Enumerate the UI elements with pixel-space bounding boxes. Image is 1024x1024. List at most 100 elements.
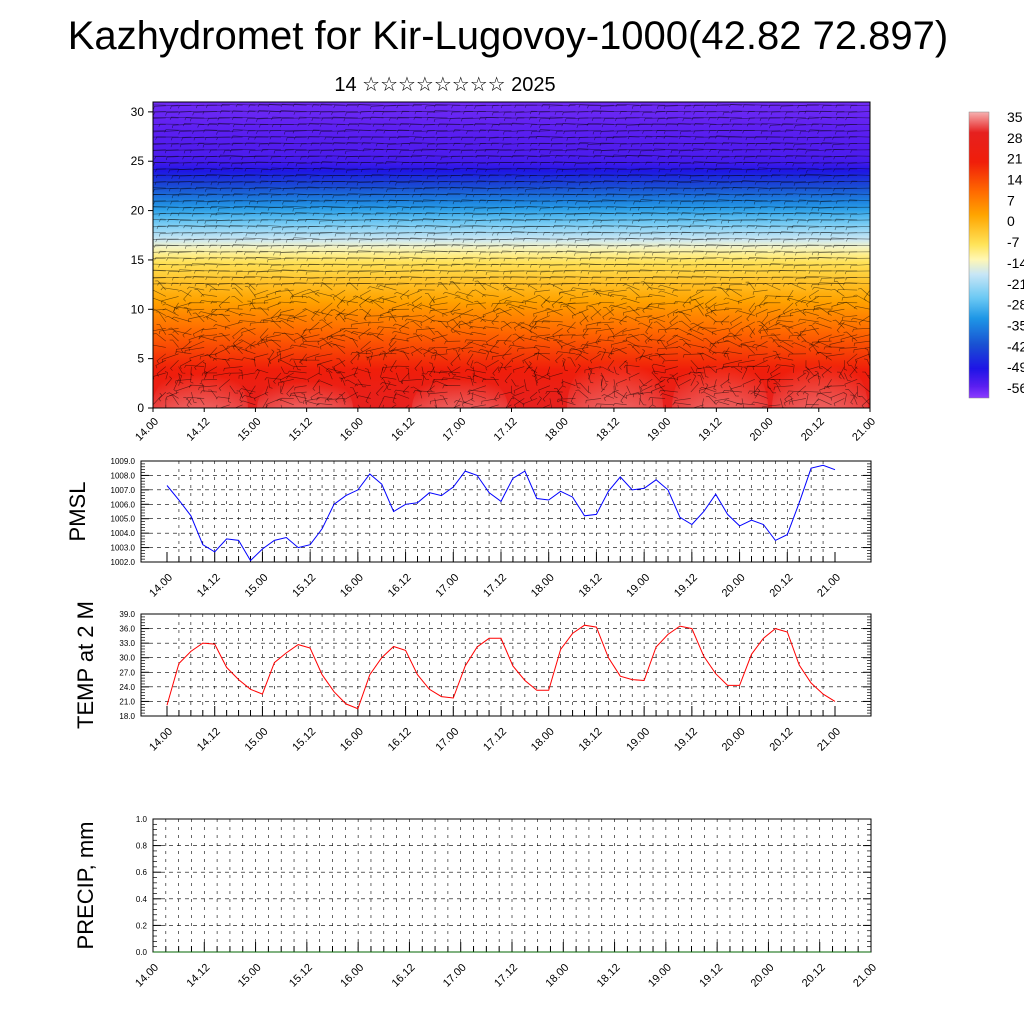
wind-barb xyxy=(644,117,666,122)
wind-barb xyxy=(363,175,384,179)
wind-barb xyxy=(300,264,320,268)
wind-barb xyxy=(524,361,532,374)
wind-barb xyxy=(250,340,269,350)
wind-barb xyxy=(852,328,870,333)
wind-barb xyxy=(741,321,755,332)
wind-barb xyxy=(680,283,704,287)
wind-barb xyxy=(562,379,566,388)
wind-barb xyxy=(819,110,845,115)
wind-barb xyxy=(248,104,269,108)
wind-barb xyxy=(410,386,423,393)
wind-barb xyxy=(657,328,678,333)
wind-barb xyxy=(536,348,540,361)
wind-barb xyxy=(175,347,192,353)
wind-barb xyxy=(806,136,832,141)
wind-barb xyxy=(527,257,550,261)
wind-barb xyxy=(270,181,294,185)
wind-barb xyxy=(315,353,333,361)
wind-barb xyxy=(189,117,218,122)
wind-barb xyxy=(377,326,397,330)
wind-barb xyxy=(223,149,243,154)
wind-barb xyxy=(849,213,870,218)
wind-barb xyxy=(432,351,448,361)
wind-barb xyxy=(382,296,397,303)
wind-barb xyxy=(667,219,691,223)
wind-barb xyxy=(639,149,666,154)
wind-barb xyxy=(336,358,346,367)
colorbar-scale xyxy=(968,111,990,399)
wind-barb xyxy=(650,385,666,395)
wind-barb xyxy=(631,219,653,224)
wind-barb xyxy=(795,245,819,249)
wind-barb xyxy=(546,366,551,377)
wind-barb xyxy=(337,372,346,380)
wind-barb xyxy=(398,251,422,256)
wind-barb xyxy=(626,306,640,316)
wind-barb xyxy=(435,193,461,198)
wind-barb xyxy=(162,303,179,310)
wind-barb xyxy=(343,117,371,122)
wind-barb xyxy=(209,288,230,292)
wind-barb xyxy=(300,155,320,160)
wind-barb xyxy=(420,335,435,342)
wind-barb xyxy=(741,340,755,347)
wind-barb xyxy=(783,116,807,120)
wind-barb xyxy=(845,226,870,231)
x-tick-group: 21.00 xyxy=(815,726,843,754)
wind-barb xyxy=(412,194,435,198)
wind-barb xyxy=(476,111,499,115)
wind-barb xyxy=(371,136,397,141)
wind-barb xyxy=(562,360,568,372)
wind-barb xyxy=(639,199,666,203)
wind-barb xyxy=(590,181,614,185)
y-tick-label: 0.8 xyxy=(136,842,148,851)
wind-barb xyxy=(651,282,678,287)
wind-barb xyxy=(666,257,691,263)
wind-barb xyxy=(503,287,525,291)
wind-barb xyxy=(237,302,256,309)
wind-barb xyxy=(346,296,359,306)
y-tick-label: 15 xyxy=(131,253,145,267)
wind-barb xyxy=(734,238,755,242)
wind-barb xyxy=(830,251,858,256)
x-tick-group: 20.12 xyxy=(767,572,795,600)
wind-barb xyxy=(218,154,243,158)
wind-barb xyxy=(321,206,346,210)
wind-barb xyxy=(694,167,717,172)
wind-barb xyxy=(850,317,870,323)
wind-barb xyxy=(310,200,333,205)
wind-barb xyxy=(539,264,563,268)
wind-barb xyxy=(515,283,538,288)
wind-barb xyxy=(258,263,282,267)
wind-barb xyxy=(807,256,832,261)
wind-barb xyxy=(199,353,218,360)
wind-barb xyxy=(578,136,602,141)
x-tick-group: 21.00 xyxy=(815,572,843,600)
wind-barb xyxy=(638,206,666,211)
wind-barb xyxy=(269,353,282,364)
wind-barb xyxy=(153,213,166,215)
wind-barb xyxy=(808,325,820,335)
wind-barb xyxy=(478,348,499,355)
wind-barb xyxy=(200,294,218,297)
wind-barb xyxy=(166,238,192,243)
wind-barb xyxy=(499,187,525,191)
wind-barb xyxy=(208,347,218,359)
wind-barb xyxy=(705,296,717,307)
wind-barb xyxy=(375,277,397,281)
x-tick-label: 20.12 xyxy=(767,726,795,754)
wind-barb xyxy=(586,143,614,148)
wind-barb xyxy=(807,116,832,120)
wind-barb xyxy=(701,187,730,192)
wind-barb xyxy=(398,321,410,332)
wind-barb xyxy=(453,400,474,406)
wind-barb xyxy=(450,302,461,315)
wind-barb xyxy=(823,385,845,390)
wind-barb xyxy=(797,167,819,171)
wind-barb xyxy=(426,143,448,148)
wind-barb xyxy=(305,353,320,362)
wind-barb xyxy=(453,257,474,262)
wind-barb xyxy=(767,379,771,389)
x-tick-label: 21.00 xyxy=(815,572,843,600)
